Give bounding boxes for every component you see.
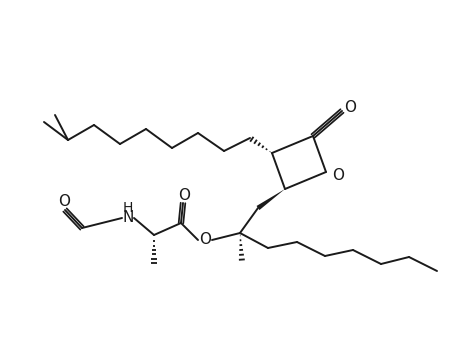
Text: O: O [344,100,356,116]
Text: O: O [178,188,190,202]
Text: H: H [123,201,133,215]
Text: N: N [122,211,134,225]
Text: O: O [199,233,211,247]
Polygon shape [257,189,285,210]
Text: O: O [332,168,344,183]
Text: O: O [58,193,70,209]
